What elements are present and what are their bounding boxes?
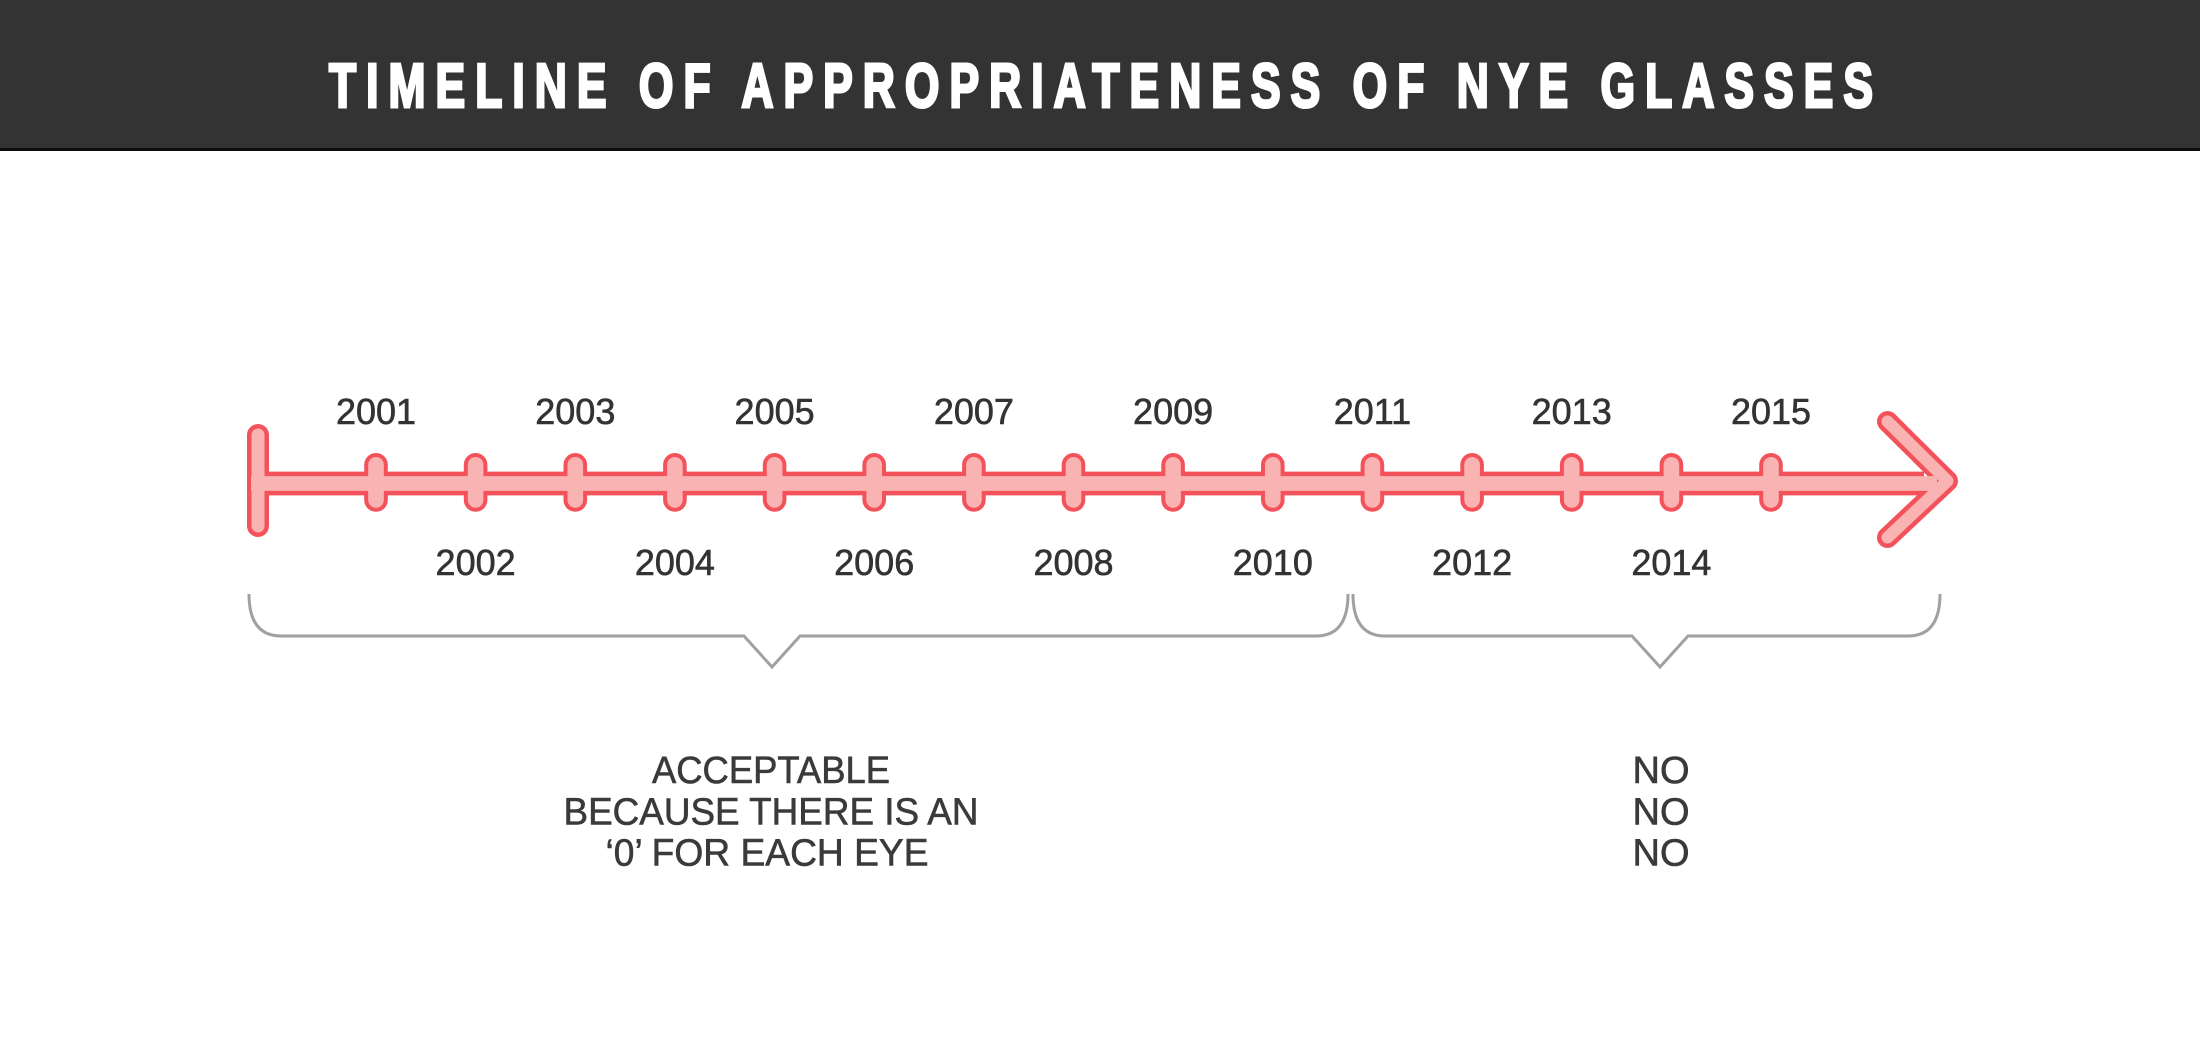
svg-text:2014: 2014 xyxy=(1631,542,1711,583)
svg-text:TIMELINE OF APPROPRIATENESS OF: TIMELINE OF APPROPRIATENESS OF NYE GLASS… xyxy=(329,52,1883,121)
svg-text:2013: 2013 xyxy=(1532,391,1612,432)
svg-text:2004: 2004 xyxy=(635,542,715,583)
svg-text:2008: 2008 xyxy=(1033,542,1113,583)
svg-text:2007: 2007 xyxy=(934,391,1014,432)
svg-text:‘0’ FOR EACH EYE: ‘0’ FOR EACH EYE xyxy=(606,833,929,875)
svg-text:2012: 2012 xyxy=(1432,542,1512,583)
svg-text:2001: 2001 xyxy=(336,391,416,432)
svg-text:NO: NO xyxy=(1633,792,1690,834)
svg-text:2009: 2009 xyxy=(1133,391,1213,432)
svg-text:BECAUSE THERE IS AN: BECAUSE THERE IS AN xyxy=(564,792,979,834)
svg-text:2003: 2003 xyxy=(535,391,615,432)
svg-text:2010: 2010 xyxy=(1233,542,1313,583)
svg-text:NO: NO xyxy=(1633,750,1690,792)
svg-text:2015: 2015 xyxy=(1731,391,1811,432)
svg-text:2011: 2011 xyxy=(1334,391,1411,432)
svg-text:NO: NO xyxy=(1633,833,1690,875)
svg-text:ACCEPTABLE: ACCEPTABLE xyxy=(652,750,890,792)
svg-text:2002: 2002 xyxy=(436,542,516,583)
svg-text:2005: 2005 xyxy=(735,391,815,432)
svg-text:2006: 2006 xyxy=(834,542,914,583)
